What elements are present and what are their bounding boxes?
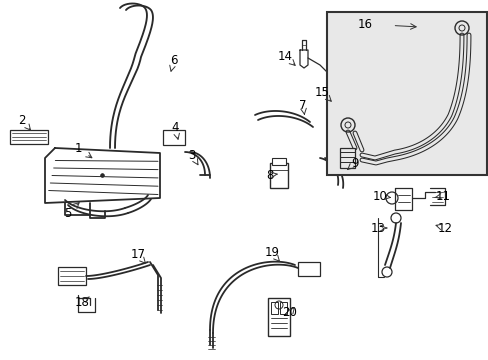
Bar [271,158,285,165]
Bar [280,302,286,314]
Bar [269,163,287,188]
Bar [339,148,354,168]
Bar [297,262,319,276]
Bar [326,12,486,175]
Text: 4: 4 [171,121,179,134]
Text: 11: 11 [435,189,449,202]
Text: 5: 5 [64,207,72,220]
Text: 16: 16 [357,18,372,31]
Text: 2: 2 [18,113,26,126]
Text: 9: 9 [350,157,358,170]
Text: 17: 17 [130,248,145,261]
Text: 8: 8 [266,168,273,181]
Text: 10: 10 [372,189,386,202]
Text: 14: 14 [277,50,292,63]
Bar [163,130,184,145]
Text: 7: 7 [299,99,306,112]
Text: 20: 20 [282,306,297,320]
Text: 12: 12 [437,221,451,234]
Bar [267,298,289,336]
Text: 1: 1 [74,141,81,154]
Text: 3: 3 [188,149,195,162]
Text: 18: 18 [74,296,89,309]
Text: 15: 15 [314,86,329,99]
Text: 19: 19 [264,247,279,260]
Bar [10,130,48,144]
Text: 13: 13 [370,221,385,234]
Bar [58,267,86,285]
Text: 6: 6 [170,54,177,67]
Bar [270,302,278,314]
